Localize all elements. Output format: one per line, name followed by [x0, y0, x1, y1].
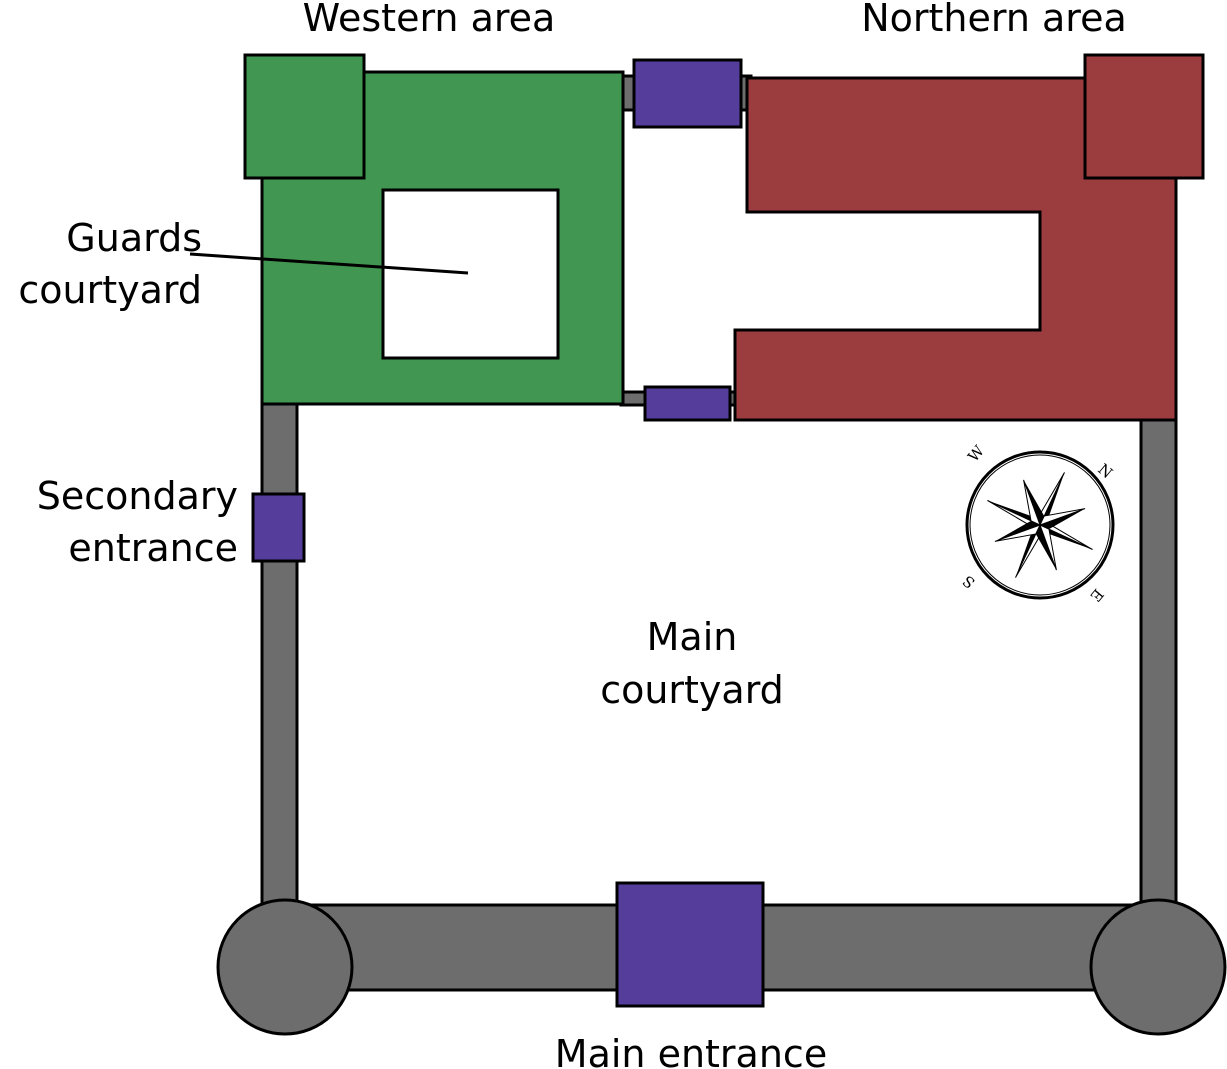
label-western-area: Western area	[303, 0, 556, 40]
label-guards-courtyard-line1: Guards	[66, 216, 202, 260]
label-secondary-entrance-line1: Secondary	[37, 474, 238, 518]
compass-rose-icon: N E S W	[959, 442, 1116, 606]
gate-north-top	[632, 58, 743, 129]
main-entrance-gate	[615, 881, 765, 1008]
corner-towers	[216, 898, 1227, 1036]
compass-points-major	[994, 479, 1086, 571]
label-main-courtyard-line2: courtyard	[600, 668, 784, 712]
northern-area-main-block	[733, 76, 1178, 422]
compass-inner-ring	[969, 454, 1111, 596]
compass-label-west: W	[964, 442, 988, 466]
label-main-entrance: Main entrance	[555, 1032, 827, 1069]
gate-north-bottom	[643, 385, 732, 422]
compass-points-minor	[987, 472, 1093, 578]
western-area	[243, 53, 625, 406]
label-northern-area: Northern area	[861, 0, 1127, 40]
secondary-entrance-gate	[251, 492, 306, 563]
label-secondary-entrance-line2: entrance	[68, 526, 238, 570]
compass-label-south: S	[959, 572, 978, 592]
label-guards-courtyard-line2: courtyard	[18, 268, 202, 312]
wall-west	[260, 393, 299, 927]
western-area-tower	[243, 53, 366, 180]
northern-area	[733, 53, 1205, 422]
gates	[251, 58, 765, 1008]
compass-label-east: E	[1086, 585, 1107, 605]
tower-southeast	[1089, 898, 1227, 1036]
wall-east	[1139, 393, 1178, 927]
northern-area-tower	[1083, 53, 1205, 180]
guards-courtyard	[381, 188, 560, 360]
tower-southwest	[216, 898, 354, 1036]
guards-courtyard-leader-line	[189, 252, 469, 275]
label-main-courtyard-line1: Main	[647, 615, 738, 659]
